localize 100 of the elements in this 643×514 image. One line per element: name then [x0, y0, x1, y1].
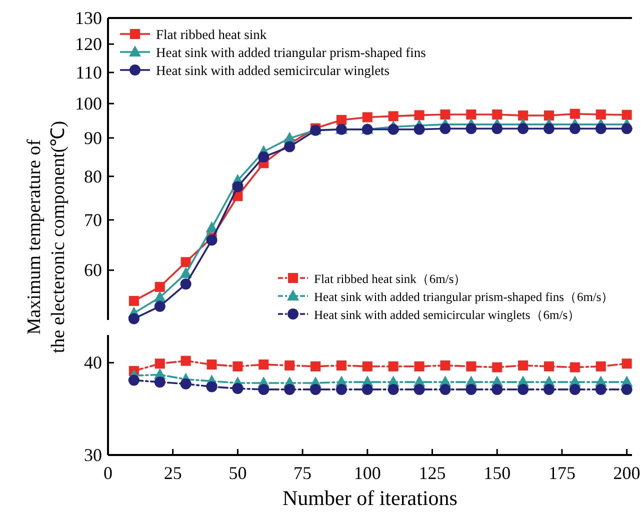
- point: [414, 110, 424, 120]
- legend-label: Heat sink with added triangular prism-shaped fins（6m/s）: [314, 290, 614, 304]
- point: [492, 362, 502, 372]
- point: [622, 110, 632, 120]
- y-tick-label: 100: [75, 94, 102, 114]
- point: [180, 278, 192, 290]
- x-tick-label: 0: [104, 463, 112, 483]
- point: [128, 313, 140, 324]
- x-tick-label: 75: [294, 463, 312, 483]
- point: [388, 111, 398, 122]
- y-tick-label: 110: [76, 62, 102, 82]
- point: [180, 378, 192, 390]
- legend-label: Heat sink with added triangular prism-shaped fins: [156, 45, 426, 60]
- point: [362, 384, 373, 395]
- point: [180, 266, 192, 278]
- point: [518, 384, 529, 395]
- point: [414, 124, 425, 135]
- y-axis-title: Maximum temperature of the electeronic component(℃): [24, 120, 69, 354]
- point: [621, 384, 632, 395]
- point: [206, 381, 218, 392]
- point: [543, 384, 554, 395]
- point: [544, 361, 554, 372]
- point: [284, 360, 295, 370]
- x-tick-label: 175: [548, 463, 576, 483]
- y-tick-label: 70: [84, 210, 102, 230]
- point: [595, 123, 606, 134]
- y-tick-label: 130: [75, 8, 102, 28]
- point: [518, 123, 529, 134]
- y-tick-label: 80: [84, 166, 102, 186]
- legend-label: Heat sink with added semicircular winglets: [156, 63, 390, 78]
- point: [414, 384, 425, 395]
- y-tick-label: 30: [84, 445, 102, 465]
- y-tick-label: 120: [75, 34, 102, 54]
- point: [570, 108, 580, 119]
- point: [492, 384, 503, 395]
- point: [440, 123, 451, 134]
- point: [570, 362, 580, 372]
- x-tick-label: 125: [418, 463, 446, 483]
- x-tick-label: 200: [613, 463, 640, 483]
- point: [621, 123, 632, 134]
- point: [388, 361, 398, 372]
- point: [128, 374, 140, 386]
- point: [544, 110, 554, 121]
- y-tick-label: 60: [84, 260, 102, 280]
- x-tick-label: 25: [164, 463, 182, 483]
- point: [569, 123, 580, 134]
- legend-label: Flat ribbed heat sink: [156, 27, 267, 42]
- point: [154, 358, 165, 369]
- legend-label: Flat ribbed heat sink（6m/s）: [314, 272, 467, 286]
- point: [310, 384, 322, 395]
- point: [336, 384, 347, 395]
- point: [518, 360, 528, 370]
- point: [543, 123, 554, 134]
- point: [336, 360, 346, 370]
- point: [466, 123, 477, 134]
- x-tick-label: 150: [484, 463, 511, 483]
- point: [180, 257, 191, 268]
- point: [206, 234, 218, 246]
- point: [232, 181, 244, 192]
- x-axis-title: Number of iterations: [282, 486, 458, 510]
- point: [128, 296, 139, 306]
- point: [258, 360, 269, 370]
- point: [569, 384, 580, 395]
- x-tick-label: 50: [228, 463, 247, 483]
- point: [440, 384, 451, 395]
- legend-label: Heat sink with added semicircular winglets（6m/s）: [314, 308, 581, 322]
- point: [154, 282, 165, 292]
- point: [232, 361, 243, 372]
- point: [362, 112, 372, 122]
- y-tick-label: 90: [84, 128, 102, 148]
- point: [258, 384, 270, 395]
- point: [414, 361, 424, 372]
- point: [258, 151, 270, 162]
- point: [596, 361, 606, 372]
- point: [206, 360, 217, 370]
- point: [466, 361, 476, 372]
- point: [440, 360, 450, 370]
- point: [206, 221, 218, 232]
- point: [596, 110, 606, 120]
- point: [492, 110, 502, 120]
- point: [595, 384, 606, 395]
- point: [180, 356, 191, 366]
- point: [310, 361, 321, 372]
- point: [518, 110, 528, 121]
- point: [232, 383, 244, 394]
- point: [362, 361, 372, 372]
- point: [440, 110, 450, 120]
- point: [154, 300, 166, 312]
- point: [388, 124, 399, 135]
- point: [284, 141, 296, 152]
- point: [466, 384, 477, 395]
- x-tick-label: 100: [354, 463, 381, 483]
- point: [154, 376, 166, 388]
- point: [336, 114, 346, 125]
- point: [466, 110, 476, 120]
- point: [284, 384, 296, 395]
- point: [388, 384, 399, 395]
- y-tick-label: 40: [84, 352, 102, 373]
- point: [492, 123, 503, 134]
- point: [622, 358, 632, 369]
